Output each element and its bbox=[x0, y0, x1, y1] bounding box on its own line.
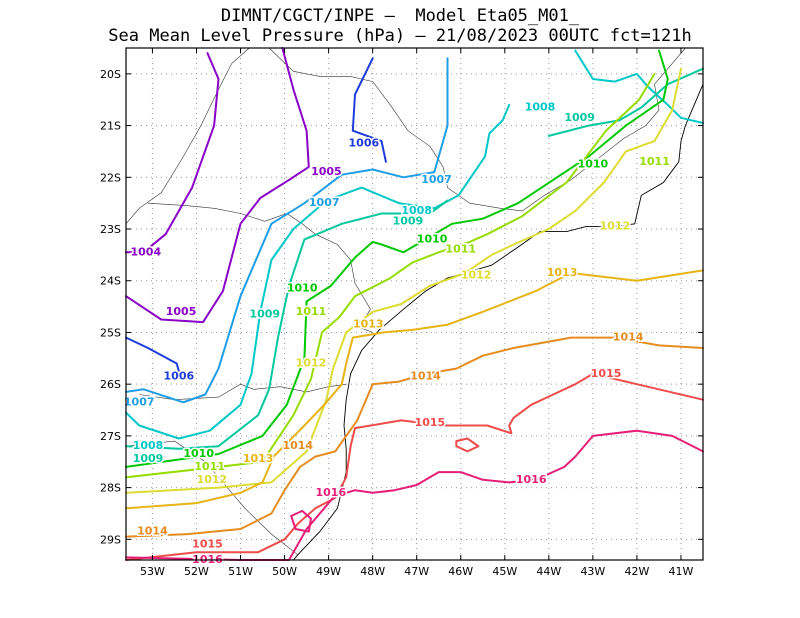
isobar-label-1014: 1014 bbox=[613, 331, 644, 344]
isobar-label-1007: 1007 bbox=[309, 196, 340, 209]
isobar-label-1010: 1010 bbox=[417, 232, 448, 245]
isobar-label-1004: 1004 bbox=[131, 245, 162, 258]
isobar-label-1010: 1010 bbox=[183, 447, 214, 460]
x-tick-label: 43W bbox=[580, 565, 605, 578]
y-tick-label: 22S bbox=[100, 171, 121, 184]
y-tick-label: 21S bbox=[100, 120, 121, 133]
y-tick-label: 25S bbox=[100, 326, 121, 339]
isobar-1008-0 bbox=[574, 49, 704, 124]
x-tick-label: 44W bbox=[536, 565, 561, 578]
isobar-1006-1 bbox=[125, 336, 183, 380]
plot-frame bbox=[125, 47, 704, 561]
isobar-label-1012: 1012 bbox=[197, 473, 228, 486]
isobar-1013-0 bbox=[125, 269, 704, 510]
x-tick-label: 46W bbox=[448, 565, 473, 578]
isobar-1015-0 bbox=[455, 437, 480, 453]
x-tick-label: 50W bbox=[272, 565, 297, 578]
isobar-label-1009: 1009 bbox=[133, 452, 164, 465]
chart-title-line-2: Sea Mean Level Pressure (hPa) – 21/08/20… bbox=[108, 26, 692, 46]
x-tick-label: 48W bbox=[360, 565, 385, 578]
x-tick-label: 52W bbox=[184, 565, 209, 578]
isobar-label-1008: 1008 bbox=[133, 439, 164, 452]
isobar-label-1015: 1015 bbox=[192, 537, 223, 550]
isobar-1006-0 bbox=[351, 57, 387, 163]
y-tick-label: 23S bbox=[100, 223, 121, 236]
isobar-label-1013: 1013 bbox=[243, 452, 274, 465]
isobar-label-1014: 1014 bbox=[282, 439, 313, 452]
x-tick-label: 41W bbox=[669, 565, 694, 578]
isobar-label-1009: 1009 bbox=[393, 214, 424, 227]
y-tick-label: 27S bbox=[100, 430, 121, 443]
isobar-label-1012: 1012 bbox=[296, 356, 327, 369]
isobar-label-1011: 1011 bbox=[639, 155, 670, 168]
isobar-label-1011: 1011 bbox=[296, 305, 327, 318]
isobar-1009-1 bbox=[125, 199, 449, 450]
isobar-1016-0 bbox=[125, 429, 704, 561]
x-tick-label: 53W bbox=[140, 565, 165, 578]
isobar-label-1015: 1015 bbox=[591, 367, 622, 380]
state-border-5 bbox=[125, 47, 250, 224]
isobar-1010-0 bbox=[125, 49, 669, 468]
isobar-label-1009: 1009 bbox=[249, 307, 280, 320]
chart-title-line-1: DIMNT/CGCT/INPE – Model Eta05_M01_ bbox=[220, 6, 580, 26]
isobar-label-1016: 1016 bbox=[316, 486, 347, 499]
x-tick-label: 45W bbox=[492, 565, 517, 578]
isobar-labels: 1004 1005 1005 1006 1006 1007 1007 1007 1008 1008… bbox=[122, 99, 671, 568]
isobars bbox=[125, 47, 704, 561]
isobar-label-1008: 1008 bbox=[401, 204, 432, 217]
isobar-1005-0 bbox=[125, 47, 310, 324]
isobar-1016-0 bbox=[290, 509, 312, 533]
state-border-4 bbox=[522, 47, 686, 212]
x-tick-label: 47W bbox=[404, 565, 429, 578]
isobar-label-1007: 1007 bbox=[421, 173, 452, 186]
state-border-1 bbox=[139, 383, 347, 401]
y-tick-label: 24S bbox=[100, 275, 121, 288]
isobar-label-1011: 1011 bbox=[194, 460, 225, 473]
isobar-label-1014: 1014 bbox=[137, 525, 168, 538]
isobar-label-1012: 1012 bbox=[461, 269, 492, 282]
isobar-label-1005: 1005 bbox=[166, 305, 197, 318]
isobar-label-1009: 1009 bbox=[564, 111, 595, 124]
isobar-label-1013: 1013 bbox=[353, 318, 384, 331]
isobar-label-1007: 1007 bbox=[124, 395, 155, 408]
isobar-label-1011: 1011 bbox=[445, 243, 476, 256]
x-tick-label: 49W bbox=[316, 565, 341, 578]
state-border-0 bbox=[147, 202, 373, 333]
y-tick-label: 20S bbox=[100, 68, 121, 81]
isobar-label-1016: 1016 bbox=[516, 473, 547, 486]
plot-area bbox=[126, 48, 703, 560]
state-border-3 bbox=[268, 47, 523, 212]
isobar-1008-1 bbox=[125, 103, 511, 440]
frame-and-ticks: 53W 52W 51W 50W 49W 48W 47W 46W 45W 44W 43W 42W 41W 2… bbox=[100, 47, 704, 578]
isobar-1015-0 bbox=[125, 372, 704, 561]
isobar-1009-0 bbox=[547, 67, 704, 137]
x-tick-label: 51W bbox=[228, 565, 253, 578]
isobar-1011-0 bbox=[125, 72, 656, 479]
y-tick-label: 26S bbox=[100, 378, 121, 391]
y-tick-label: 29S bbox=[100, 533, 121, 546]
isobar-label-1013: 1013 bbox=[547, 266, 578, 279]
isobar-1012-0 bbox=[125, 67, 682, 494]
isobar-1004-0 bbox=[125, 52, 220, 254]
isobar-label-1006: 1006 bbox=[349, 137, 380, 150]
isobar-label-1006: 1006 bbox=[164, 369, 195, 382]
y-tick-label: 28S bbox=[100, 482, 121, 495]
x-tick-label: 42W bbox=[624, 565, 649, 578]
isobar-label-1015: 1015 bbox=[415, 416, 446, 429]
isobar-label-1010: 1010 bbox=[578, 157, 609, 170]
state-border-2 bbox=[125, 440, 298, 556]
isobar-1007-0 bbox=[125, 57, 449, 404]
isobar-label-1010: 1010 bbox=[287, 281, 318, 294]
isobar-label-1005: 1005 bbox=[311, 165, 342, 178]
isobar-1014-0 bbox=[125, 336, 704, 538]
isobar-label-1012: 1012 bbox=[600, 219, 631, 232]
isobar-label-1008: 1008 bbox=[525, 100, 556, 113]
isobar-label-1014: 1014 bbox=[410, 369, 441, 382]
